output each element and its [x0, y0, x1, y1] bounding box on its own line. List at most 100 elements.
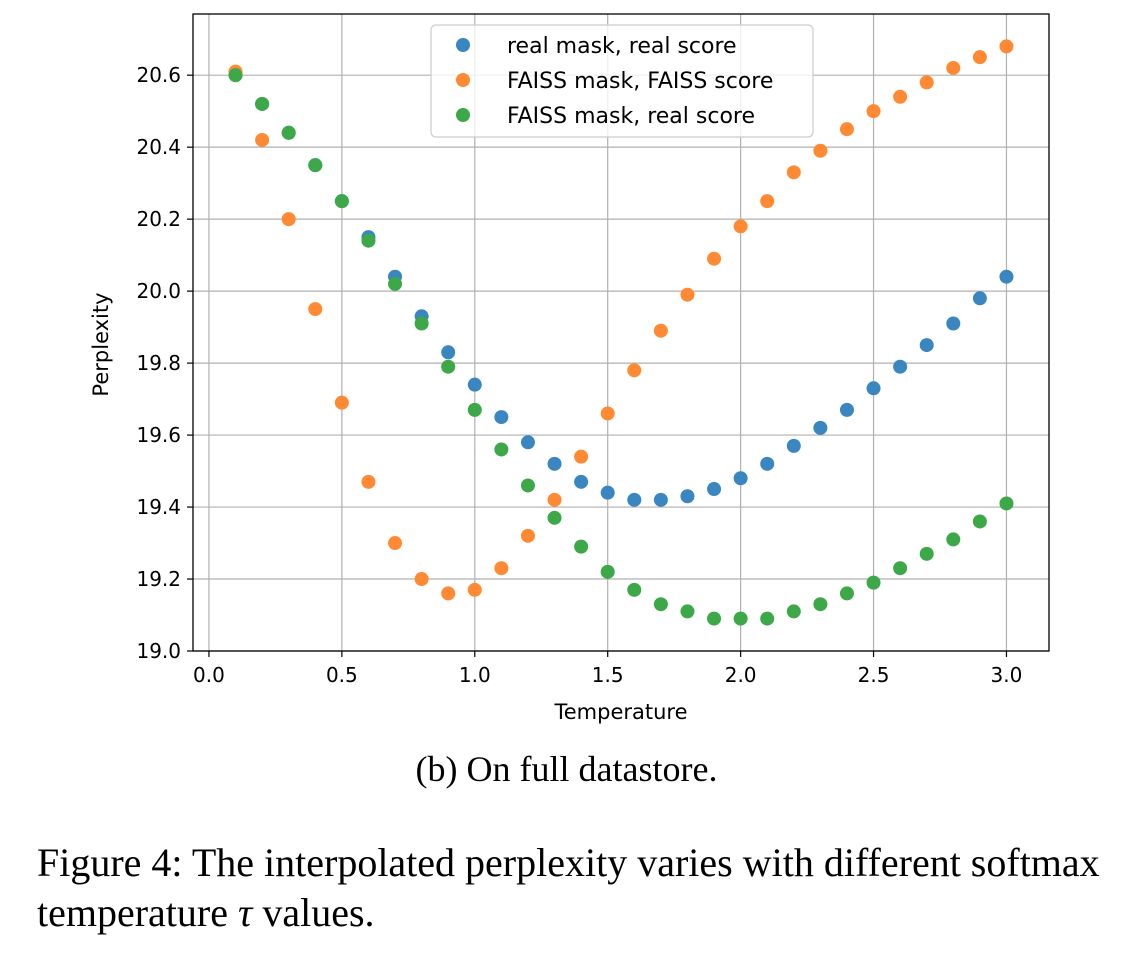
data-point-series-2	[972, 50, 987, 65]
x-axis-label: Temperature	[553, 700, 687, 724]
data-point-series-3	[680, 604, 695, 619]
data-point-series-3	[760, 611, 775, 626]
data-point-series-1	[919, 338, 934, 353]
legend: real mask, real score FAISS mask, FAISS s…	[430, 24, 814, 138]
data-point-series-3	[893, 561, 908, 576]
legend-marker	[456, 73, 470, 87]
data-point-series-1	[600, 485, 615, 500]
data-point-series-3	[547, 510, 562, 525]
data-point-series-1	[946, 316, 961, 331]
data-point-series-1	[760, 456, 775, 471]
legend-label: FAISS mask, FAISS score	[507, 69, 773, 94]
data-point-series-1	[627, 492, 642, 507]
axis-ticks: 0.0 0.5 1.0 1.5 2.0 2.5 3.0 19.0 19.2 19.4 19.6 19.…	[136, 63, 1022, 687]
caption-text-end: values.	[252, 890, 375, 935]
y-tick-label: 20.2	[136, 207, 181, 231]
data-point-series-2	[946, 60, 961, 75]
data-point-series-3	[520, 478, 535, 493]
data-point-series-2	[520, 528, 535, 543]
data-point-series-3	[388, 276, 403, 291]
y-tick-label: 19.2	[136, 567, 181, 591]
tau-symbol: τ	[238, 890, 253, 935]
data-point-series-2	[866, 104, 881, 119]
plot-frame	[192, 13, 1050, 652]
legend-marker	[456, 108, 470, 122]
data-point-series-1	[653, 492, 668, 507]
data-point-series-1	[441, 345, 456, 360]
data-points	[228, 39, 1014, 626]
data-point-series-2	[813, 143, 828, 158]
data-point-series-1	[893, 359, 908, 374]
data-point-series-3	[228, 68, 243, 83]
y-tick-label: 19.0	[136, 639, 181, 663]
data-point-series-2	[919, 75, 934, 90]
figure-caption: Figure 4: The interpolated perplexity va…	[37, 838, 1127, 938]
data-point-series-1	[733, 471, 748, 486]
x-tick-label: 3.0	[991, 663, 1023, 687]
data-point-series-2	[707, 251, 722, 266]
subcaption: (b) On full datastore.	[415, 749, 718, 789]
x-tick-label: 1.5	[592, 663, 624, 687]
data-point-series-2	[574, 449, 589, 464]
data-point-series-2	[388, 536, 403, 551]
data-point-series-3	[653, 597, 668, 612]
data-point-series-2	[653, 323, 668, 338]
data-point-series-3	[707, 611, 722, 626]
grid-lines	[193, 14, 1049, 652]
data-point-series-1	[786, 438, 801, 453]
data-point-series-2	[467, 582, 482, 597]
data-point-series-3	[972, 514, 987, 529]
data-point-series-3	[786, 604, 801, 619]
data-point-series-2	[494, 561, 509, 576]
data-point-series-3	[627, 582, 642, 597]
data-point-series-2	[786, 165, 801, 180]
legend-marker	[456, 38, 470, 52]
data-point-series-1	[574, 474, 589, 489]
data-point-series-2	[839, 122, 854, 137]
data-point-series-1	[839, 402, 854, 417]
data-point-series-2	[600, 406, 615, 421]
x-tick-label: 2.5	[858, 663, 890, 687]
data-point-series-1	[494, 410, 509, 425]
data-point-series-1	[520, 435, 535, 450]
data-point-series-2	[680, 287, 695, 302]
y-tick-label: 19.6	[136, 423, 181, 447]
data-point-series-1	[972, 291, 987, 306]
data-point-series-3	[494, 442, 509, 457]
data-point-series-2	[547, 492, 562, 507]
caption-text-start: Figure 4: The interpolated perplexity va…	[37, 840, 1100, 935]
data-point-series-3	[866, 575, 881, 590]
data-point-series-1	[999, 269, 1014, 284]
data-point-series-2	[308, 302, 323, 317]
data-point-series-1	[866, 381, 881, 396]
legend-label: real mask, real score	[507, 34, 737, 59]
data-point-series-2	[893, 89, 908, 104]
data-point-series-2	[255, 132, 270, 147]
data-point-series-1	[680, 489, 695, 504]
data-point-series-2	[281, 212, 296, 227]
legend-label: FAISS mask, real score	[507, 104, 755, 129]
y-axis-label: Perplexity	[89, 292, 113, 396]
data-point-series-3	[919, 546, 934, 561]
y-tick-label: 20.4	[136, 135, 181, 159]
x-tick-label: 1.0	[459, 663, 491, 687]
data-point-series-2	[627, 363, 642, 378]
data-point-series-3	[946, 532, 961, 547]
y-tick-label: 20.0	[136, 279, 181, 303]
data-point-series-2	[361, 474, 376, 489]
data-point-series-3	[281, 125, 296, 140]
y-tick-label: 19.8	[136, 351, 181, 375]
y-tick-label: 20.6	[136, 63, 181, 87]
data-point-series-3	[441, 359, 456, 374]
data-point-series-1	[547, 456, 562, 471]
data-point-series-2	[441, 586, 456, 601]
data-point-series-3	[999, 496, 1014, 511]
data-point-series-3	[255, 96, 270, 111]
perplexity-scatter-chart: 0.0 0.5 1.0 1.5 2.0 2.5 3.0 19.0 19.2 19.4 19.6 19.…	[89, 13, 1050, 724]
x-tick-label: 0.5	[326, 663, 358, 687]
legend-box	[430, 24, 814, 138]
data-point-series-3	[839, 586, 854, 601]
data-point-series-2	[414, 572, 429, 587]
data-point-series-2	[760, 194, 775, 209]
data-point-series-3	[361, 233, 376, 248]
